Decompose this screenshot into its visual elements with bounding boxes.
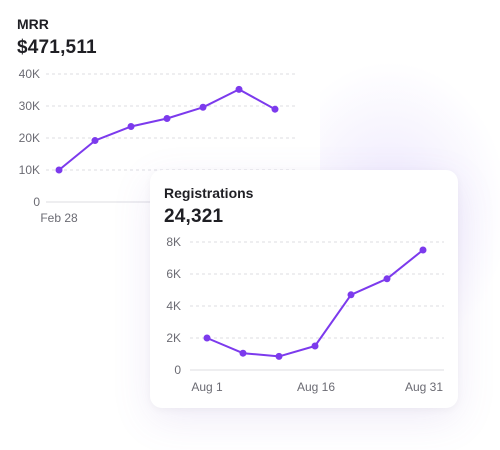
registrations-y-tick-label: 8K (166, 235, 181, 249)
registrations-y-tick-label: 2K (166, 331, 181, 345)
mrr-y-tick-label: 40K (19, 67, 40, 81)
mrr-x-tick-label: Feb 28 (40, 211, 78, 225)
registrations-line-chart: 0 2K 4K 6K 8K Aug 1 Aug 16 Aug 31 (166, 235, 444, 394)
registrations-data-point (419, 246, 427, 254)
mrr-data-point (55, 166, 63, 174)
registrations-data-point (347, 291, 355, 299)
registrations-series-line (206, 249, 424, 358)
mrr-data-point (235, 85, 243, 93)
registrations-y-tick-label: 4K (166, 299, 181, 313)
mrr-title: MRR (17, 16, 49, 32)
mrr-data-point (271, 105, 279, 113)
mrr-data-point (91, 137, 99, 145)
registrations-x-tick-label: Aug 1 (191, 380, 223, 394)
mrr-y-tick-label: 30K (19, 99, 40, 113)
registrations-x-tick-label: Aug 16 (297, 380, 335, 394)
mrr-data-point (199, 103, 207, 111)
registrations-card: Registrations 24,321 0 2K 4K 6K 8K Aug 1 Aug 1… (150, 170, 458, 408)
mrr-y-tick-label: 10K (19, 163, 40, 177)
registrations-data-point (275, 352, 283, 360)
registrations-data-point (311, 342, 319, 350)
registrations-data-point (239, 349, 247, 357)
registrations-title: Registrations (164, 185, 254, 201)
mrr-y-tick-label: 0 (33, 195, 40, 209)
mrr-y-tick-label: 20K (19, 131, 40, 145)
registrations-value: 24,321 (164, 206, 224, 227)
registrations-y-tick-label: 6K (166, 267, 181, 281)
registrations-data-point (203, 334, 211, 342)
mrr-value: $471,511 (17, 37, 97, 58)
mrr-data-point (163, 114, 171, 122)
mrr-series-line (58, 88, 276, 171)
registrations-data-point (383, 275, 391, 283)
registrations-y-tick-label: 0 (174, 363, 181, 377)
registrations-x-tick-label: Aug 31 (405, 380, 443, 394)
mrr-data-point (127, 122, 135, 130)
